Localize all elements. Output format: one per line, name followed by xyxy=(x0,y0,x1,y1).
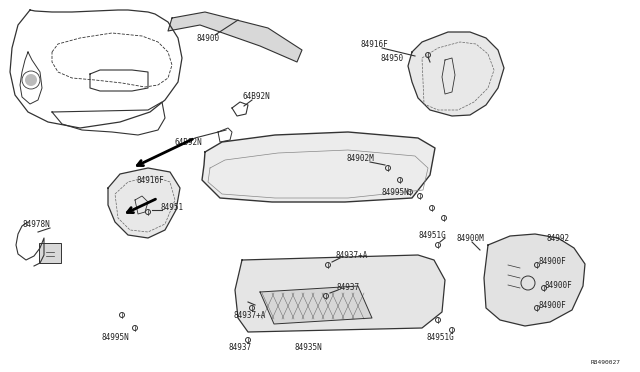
Text: 84937+A: 84937+A xyxy=(234,311,266,321)
Text: 84937: 84937 xyxy=(228,343,252,353)
Text: 84900M: 84900M xyxy=(456,234,484,243)
Text: 84900F: 84900F xyxy=(538,301,566,310)
Circle shape xyxy=(25,74,37,86)
Text: 64B92N: 64B92N xyxy=(242,92,270,100)
Text: 84902M: 84902M xyxy=(346,154,374,163)
Text: 84900F: 84900F xyxy=(538,257,566,266)
Text: 84916F: 84916F xyxy=(360,39,388,48)
Text: R8490027: R8490027 xyxy=(591,359,621,365)
FancyBboxPatch shape xyxy=(39,243,61,263)
Text: 84995N: 84995N xyxy=(381,187,409,196)
Text: 84951: 84951 xyxy=(161,202,184,212)
Polygon shape xyxy=(168,12,302,62)
Text: 84900: 84900 xyxy=(196,33,220,42)
Polygon shape xyxy=(408,32,504,116)
Polygon shape xyxy=(235,255,445,332)
Text: 84951G: 84951G xyxy=(426,334,454,343)
Text: 84937+A: 84937+A xyxy=(336,250,368,260)
Text: 84935N: 84935N xyxy=(294,343,322,353)
Polygon shape xyxy=(202,132,435,202)
Polygon shape xyxy=(108,168,180,238)
Polygon shape xyxy=(484,234,585,326)
Text: 84951G: 84951G xyxy=(418,231,446,240)
Text: 84995N: 84995N xyxy=(101,334,129,343)
Text: 84937: 84937 xyxy=(337,282,360,292)
Text: 84950: 84950 xyxy=(380,54,404,62)
Text: 84992: 84992 xyxy=(547,234,570,243)
Text: 64B92N: 64B92N xyxy=(174,138,202,147)
Text: 84916F: 84916F xyxy=(136,176,164,185)
Polygon shape xyxy=(260,286,372,324)
Text: 84978N: 84978N xyxy=(22,219,50,228)
Text: 84900F: 84900F xyxy=(544,280,572,289)
